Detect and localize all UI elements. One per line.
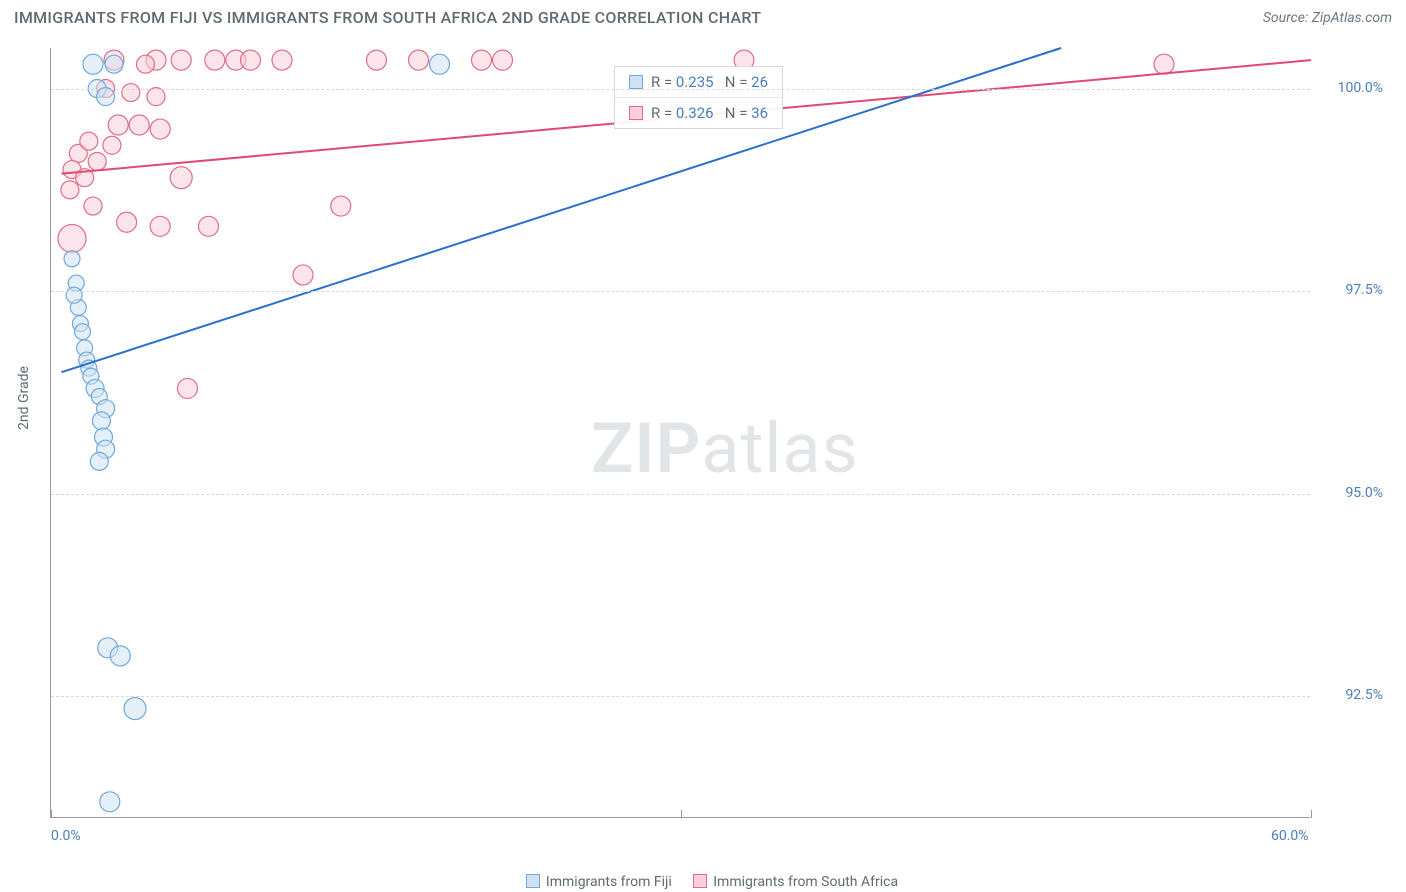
data-point-south-africa — [150, 119, 170, 139]
x-tick — [681, 810, 682, 818]
data-point-south-africa — [84, 197, 102, 215]
data-point-south-africa — [367, 50, 387, 70]
data-point-fiji — [110, 646, 130, 666]
data-point-south-africa — [88, 152, 106, 170]
data-point-south-africa — [493, 50, 513, 70]
data-point-south-africa — [472, 50, 492, 70]
sa-r-value: 0.326 — [676, 104, 714, 122]
data-point-south-africa — [80, 132, 98, 150]
data-point-fiji — [430, 54, 450, 74]
data-point-fiji — [83, 54, 103, 74]
stats-swatch-sa — [629, 106, 643, 120]
data-point-south-africa — [178, 378, 198, 398]
grid-line — [51, 696, 1310, 697]
data-point-south-africa — [137, 55, 155, 73]
data-point-south-africa — [103, 136, 121, 154]
legend-label-fiji: Immigrants from Fiji — [546, 874, 672, 890]
data-point-south-africa — [61, 181, 79, 199]
chart-area: ZIPatlas R = 0.235 N = 26 R = 0.326 N = … — [50, 48, 1390, 818]
y-axis-label: 2nd Grade — [16, 366, 32, 430]
trend-line-fiji — [62, 48, 1062, 372]
grid-line — [51, 89, 1310, 90]
chart-title: IMMIGRANTS FROM FIJI VS IMMIGRANTS FROM … — [14, 8, 761, 27]
x-tick — [1311, 810, 1312, 818]
data-point-south-africa — [150, 216, 170, 236]
data-point-fiji — [64, 251, 80, 267]
sa-n-value: 36 — [751, 104, 768, 122]
data-point-south-africa — [1154, 54, 1174, 74]
data-point-fiji — [105, 55, 123, 73]
legend-swatch-sa — [693, 874, 707, 888]
stats-legend-box: R = 0.235 N = 26 R = 0.326 N = 36 — [614, 66, 783, 129]
data-point-south-africa — [147, 88, 165, 106]
stats-row-fiji: R = 0.235 N = 26 — [615, 67, 782, 98]
data-point-fiji — [92, 412, 110, 430]
data-point-south-africa — [205, 50, 225, 70]
stats-row-sa: R = 0.326 N = 36 — [615, 98, 782, 128]
bottom-legend: Immigrants from Fiji Immigrants from Sou… — [0, 874, 1406, 890]
stats-swatch-fiji — [629, 75, 643, 89]
data-point-south-africa — [199, 216, 219, 236]
data-point-south-africa — [293, 265, 313, 285]
x-tick-label-right: 60.0% — [1271, 828, 1309, 844]
grid-line — [51, 494, 1310, 495]
data-point-fiji — [97, 88, 115, 106]
data-point-fiji — [90, 452, 108, 470]
data-point-south-africa — [171, 50, 191, 70]
legend-label-sa: Immigrants from South Africa — [713, 874, 898, 890]
x-tick-label-left: 0.0% — [51, 828, 81, 844]
data-point-south-africa — [272, 50, 292, 70]
data-point-fiji — [100, 792, 120, 812]
data-point-south-africa — [58, 224, 86, 252]
legend-swatch-fiji — [526, 874, 540, 888]
source-name: ZipAtlas.com — [1312, 10, 1392, 26]
data-point-fiji — [75, 324, 91, 340]
data-point-south-africa — [331, 196, 351, 216]
data-point-south-africa — [170, 167, 192, 189]
y-tick-label: 92.5% — [1323, 687, 1383, 703]
y-tick-label: 95.0% — [1323, 485, 1383, 501]
data-point-south-africa — [409, 50, 429, 70]
plot-region: ZIPatlas R = 0.235 N = 26 R = 0.326 N = … — [50, 48, 1310, 818]
data-point-south-africa — [122, 84, 140, 102]
data-point-fiji — [124, 698, 146, 720]
x-tick — [51, 810, 52, 818]
data-point-south-africa — [241, 50, 261, 70]
source-attribution: Source: ZipAtlas.com — [1263, 10, 1392, 26]
y-tick-label: 100.0% — [1323, 80, 1383, 96]
source-prefix: Source: — [1263, 10, 1312, 26]
data-point-fiji — [66, 287, 82, 303]
y-tick-label: 97.5% — [1323, 282, 1383, 298]
data-point-south-africa — [129, 115, 149, 135]
plot-svg — [51, 48, 1311, 818]
data-point-south-africa — [117, 212, 137, 232]
grid-line — [51, 291, 1310, 292]
data-point-south-africa — [108, 115, 128, 135]
